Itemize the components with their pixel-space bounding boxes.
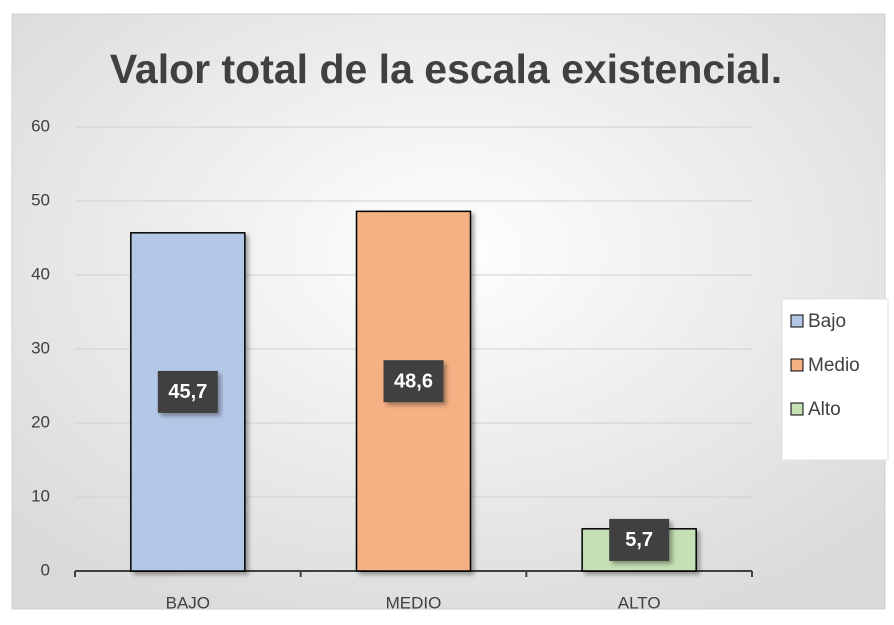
data-label-box — [157, 370, 218, 413]
x-tick-label: MEDIO — [386, 593, 442, 612]
data-label: 48,6 — [394, 370, 433, 392]
x-tick-label: ALTO — [618, 593, 661, 612]
y-tick-label: 30 — [31, 338, 50, 357]
legend-swatch — [790, 358, 804, 372]
data-label-box — [383, 360, 444, 403]
legend-swatch — [790, 402, 804, 416]
chart-title: Valor total de la escala existencial. — [110, 46, 782, 92]
y-tick-label: 60 — [31, 116, 50, 135]
legend-label: Medio — [808, 355, 860, 376]
y-tick-label: 20 — [31, 412, 50, 431]
y-tick-label: 40 — [31, 264, 50, 283]
y-tick-label: 0 — [41, 560, 50, 579]
data-label: 5,7 — [625, 529, 653, 551]
y-tick-label: 50 — [31, 190, 50, 209]
legend-label: Alto — [808, 399, 841, 420]
data-label: 45,7 — [168, 381, 207, 403]
data-label-box — [609, 518, 670, 561]
x-tick-label: BAJO — [166, 593, 210, 612]
y-tick-label: 10 — [31, 486, 50, 505]
legend-swatch — [790, 314, 804, 328]
legend-label: Bajo — [808, 311, 846, 332]
